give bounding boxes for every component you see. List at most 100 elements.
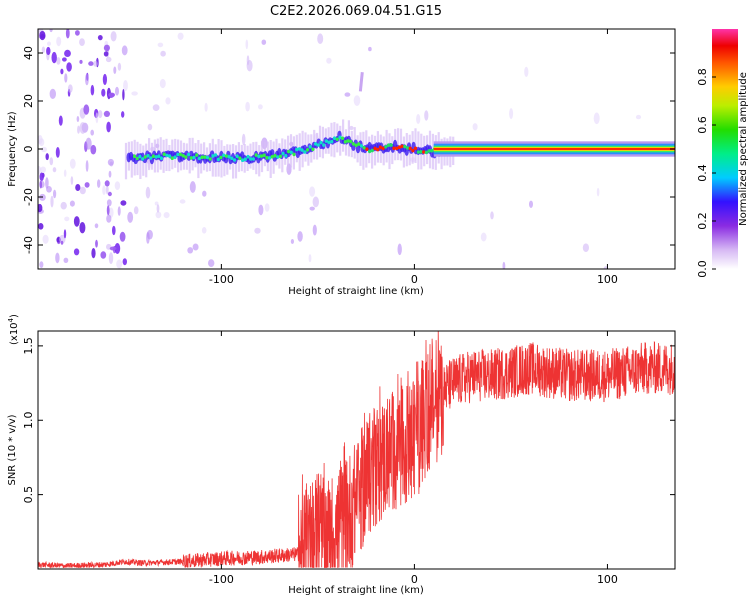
noise-blob: [108, 170, 112, 178]
x-tick-label: 100: [597, 273, 618, 286]
noise-blob: [147, 123, 153, 131]
noise-blob: [101, 88, 106, 97]
noise-blob: [53, 189, 57, 199]
ridge-core: [411, 148, 415, 153]
ridge-core: [373, 146, 377, 151]
noise-blob: [189, 181, 196, 193]
colorbar-tick-label: 0.0: [696, 260, 709, 278]
noise-blob: [38, 203, 43, 213]
ridge-core: [368, 149, 372, 154]
ridge-core: [159, 156, 164, 160]
ridge-core: [332, 136, 337, 140]
ridge-core: [292, 152, 296, 157]
ridge-core: [187, 152, 191, 157]
noise-blob: [107, 158, 114, 166]
noise-blob: [290, 239, 294, 244]
ridge-core: [157, 154, 161, 158]
noise-blob: [157, 42, 164, 48]
ridge-core: [227, 155, 231, 159]
noise-blob: [344, 92, 351, 97]
ridge-core: [303, 150, 307, 154]
ridge-core: [268, 156, 272, 160]
snr-frame: [37, 330, 676, 570]
noise-blob: [529, 200, 533, 208]
noise-blob: [593, 112, 600, 125]
noise-blob: [114, 243, 121, 254]
noise-blob: [509, 108, 514, 120]
noise-blob: [121, 45, 128, 56]
ridge-core: [192, 155, 196, 160]
ridge-core: [392, 146, 396, 151]
ridge-core: [259, 154, 264, 158]
ridge-core: [384, 145, 388, 149]
noise-blob: [95, 112, 99, 124]
ridge-core: [222, 153, 226, 158]
ridge-core: [370, 148, 374, 153]
noise-blob: [83, 104, 90, 115]
noise-blob: [79, 186, 86, 195]
noise-blob: [94, 223, 99, 229]
noise-blob: [60, 68, 64, 75]
ridge-core: [400, 144, 404, 149]
noise-blob: [102, 73, 107, 86]
noise-blob: [90, 129, 94, 136]
ridge-core: [232, 158, 237, 162]
x-tick-label: 0: [411, 573, 418, 586]
noise-blob: [112, 225, 116, 236]
noise-blob: [45, 153, 49, 161]
ridge-core: [419, 150, 423, 154]
noise-blob: [63, 169, 67, 177]
noise-blob: [254, 227, 261, 234]
noise-blob: [159, 78, 166, 89]
ridge-core: [354, 143, 358, 148]
noise-blob: [120, 200, 127, 206]
ridge-core: [343, 140, 347, 144]
ridge-core: [276, 155, 280, 159]
noise-blob: [39, 172, 44, 181]
noise-blob: [69, 200, 75, 207]
figure-title: C2E2.2026.069.04.51.G15: [270, 4, 442, 19]
ridge-core: [197, 156, 201, 161]
ridge-core: [151, 154, 155, 158]
ridge-core: [338, 135, 342, 140]
noise-blob: [91, 248, 96, 259]
x-tick-label: 100: [597, 573, 618, 586]
ridge-core: [289, 150, 293, 155]
noise-blob: [397, 243, 402, 256]
ridge-core: [351, 142, 355, 146]
ridge-core: [376, 147, 380, 152]
noise-blob: [47, 41, 51, 46]
ridge-core: [246, 154, 250, 159]
noise-blob: [192, 243, 199, 251]
ridge-core: [414, 146, 418, 151]
steady-band: [433, 148, 675, 150]
ridge-core: [265, 155, 269, 160]
noise-blob: [264, 203, 270, 212]
noise-blob: [177, 32, 184, 40]
ridge-core: [241, 158, 245, 162]
noise-blob: [49, 157, 54, 166]
ridge-core: [335, 137, 339, 142]
noise-blob: [41, 146, 47, 153]
noise-blob: [480, 232, 487, 242]
noise-blob: [204, 102, 208, 112]
noise-blob: [88, 61, 94, 66]
noise-blob: [245, 101, 250, 112]
noise-blob: [123, 80, 128, 92]
ridge-core: [403, 144, 407, 149]
ridge-core: [238, 156, 242, 160]
ridge-core: [300, 148, 304, 152]
noise-blob: [90, 84, 95, 96]
ridge-core: [216, 157, 220, 162]
ridge-core: [132, 154, 137, 158]
noise-blob: [107, 191, 112, 197]
ridge-core: [424, 150, 428, 155]
noise-blob: [122, 89, 125, 101]
noise-blob: [60, 201, 67, 210]
noise-blob: [104, 180, 110, 187]
ridge-core: [389, 143, 393, 147]
ridge-core: [176, 152, 180, 157]
noise-blob: [41, 46, 46, 54]
ridge-core: [165, 153, 169, 158]
x-tick-label: -100: [209, 273, 234, 286]
